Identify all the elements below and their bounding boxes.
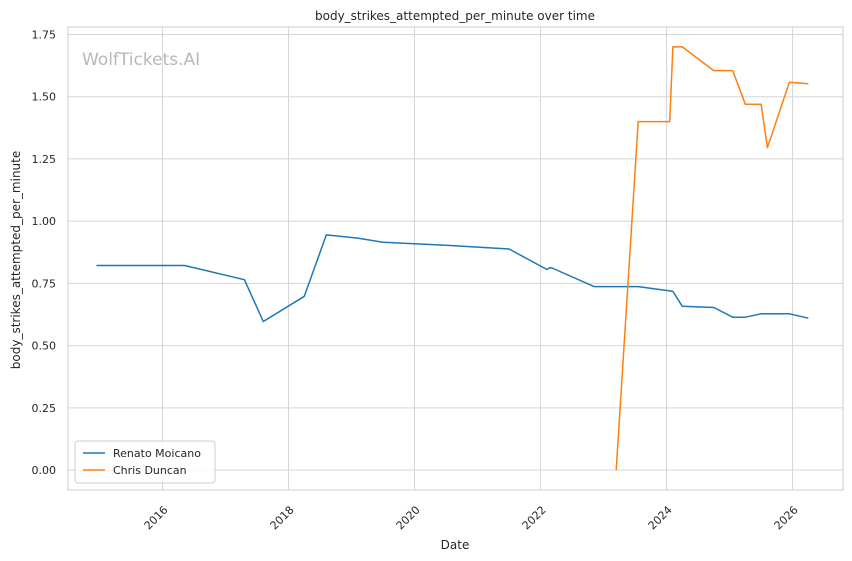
- x-tick-label: 2020: [394, 503, 423, 532]
- y-tick-label: 0.50: [32, 340, 57, 353]
- y-tick-label: 0.75: [32, 277, 57, 290]
- y-tick-label: 1.50: [32, 91, 57, 104]
- legend: Renato Moicano Chris Duncan: [74, 440, 216, 484]
- plot-frame: [67, 26, 844, 491]
- watermark: WolfTickets.AI: [82, 50, 200, 70]
- x-tick-label: 2018: [268, 503, 297, 532]
- y-tick-label: 1.00: [32, 215, 57, 228]
- series-line-renato-moicano: [96, 234, 809, 323]
- x-tick-label: 2016: [142, 503, 171, 532]
- x-tick-label: 2024: [646, 503, 675, 532]
- y-tick-label: 1.25: [32, 153, 57, 166]
- series-line-chris-duncan: [615, 46, 809, 471]
- y-tick-label: 0.25: [32, 402, 57, 415]
- plot-background: [68, 27, 843, 490]
- chart-title: body_strikes_attempted_per_minute over t…: [315, 9, 595, 23]
- legend-entry: Renato Moicano: [113, 447, 201, 460]
- series-lines: [96, 46, 809, 471]
- legend-entry: Chris Duncan: [113, 464, 187, 477]
- legend-box: [74, 440, 216, 484]
- x-tick-label: 2026: [772, 503, 801, 532]
- x-axis-label: Date: [441, 538, 470, 552]
- y-axis-label: body_strikes_attempted_per_minute: [9, 151, 23, 369]
- x-tick-label: 2022: [520, 503, 549, 532]
- grid: [68, 27, 843, 490]
- y-tick-label: 0.00: [32, 464, 57, 477]
- y-tick-label: 1.75: [32, 28, 57, 41]
